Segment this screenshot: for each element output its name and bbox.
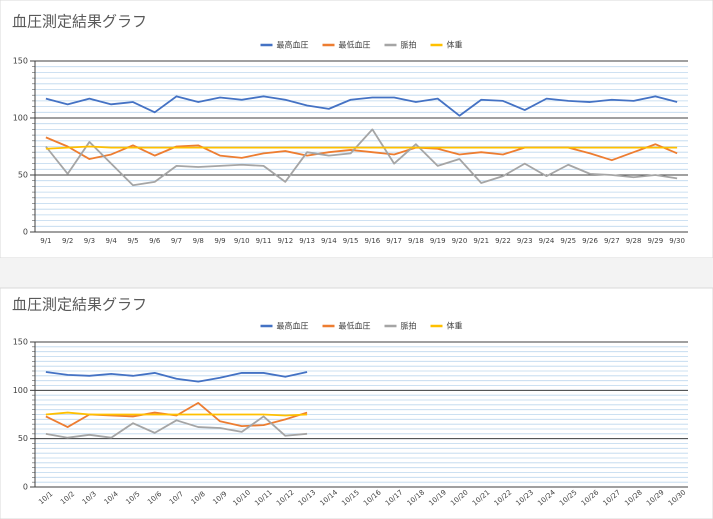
series-line [45,371,308,383]
x-tick-label: 9/28 [626,237,642,245]
x-tick-label: 9/23 [517,237,533,245]
y-tick-label: 0 [23,228,28,237]
y-tick-label: 100 [13,386,28,395]
y-tick-label: 100 [13,114,28,123]
x-tick-label: 9/27 [604,237,620,245]
x-tick-label: 9/8 [193,237,204,245]
x-tick-label: 9/6 [149,237,161,245]
x-tick-label: 9/16 [365,237,381,245]
legend: 最高血圧 最低血圧 脈拍 体重 [260,321,463,331]
x-tick-label: 9/26 [582,237,598,245]
legend-label: 最低血圧 [339,321,371,331]
legend-label: 体重 [447,321,463,331]
x-tick-label: 9/5 [127,237,138,245]
x-tick-label: 9/9 [214,237,225,245]
legend-label: 最高血圧 [277,321,309,331]
x-tick-label: 9/10 [234,237,250,245]
series-line [45,415,308,439]
legend-label: 最低血圧 [339,40,371,50]
x-tick-label: 9/2 [62,237,73,245]
x-tick-label: 9/17 [386,237,402,245]
x-tick-label: 9/19 [430,237,446,245]
x-tick-label: 9/15 [343,237,359,245]
legend-label: 脈拍 [401,40,417,50]
series-line [45,411,308,417]
x-tick-label: 9/18 [408,237,424,245]
y-tick-label: 150 [13,338,28,347]
series-line [45,145,678,150]
x-tick-label: 9/25 [560,237,576,245]
x-tick-label: 9/7 [171,237,182,245]
x-tick-label: 9/1 [40,237,51,245]
x-tick-label: 9/22 [495,237,511,245]
x-tick-label: 9/21 [473,237,489,245]
legend-label: 脈拍 [401,321,417,331]
x-tick-label: 9/4 [106,237,118,245]
x-tick-label: 9/24 [539,237,555,245]
chart-title: 血圧測定結果グラフ [12,13,147,31]
y-tick-label: 150 [13,57,28,66]
chart-panel [0,287,713,519]
series-line [45,136,678,162]
separator [0,258,713,288]
x-tick-label: 9/30 [669,237,685,245]
x-tick-label: 9/14 [321,237,337,245]
series-line [45,128,678,187]
x-tick-label: 9/11 [256,237,272,245]
x-tick-label: 9/12 [277,237,293,245]
y-tick-label: 50 [18,434,28,443]
y-tick-label: 0 [23,483,28,492]
legend-label: 体重 [447,40,463,50]
x-tick-label: 9/29 [647,237,663,245]
x-tick-label: 9/20 [452,237,468,245]
y-tick-label: 50 [18,171,28,180]
chart-title: 血圧測定結果グラフ [12,296,147,314]
legend-label: 最高血圧 [277,40,309,50]
x-tick-label: 9/13 [299,237,315,245]
legend: 最高血圧 最低血圧 脈拍 体重 [260,40,463,50]
series-line [45,95,678,117]
x-tick-label: 9/3 [84,237,95,245]
